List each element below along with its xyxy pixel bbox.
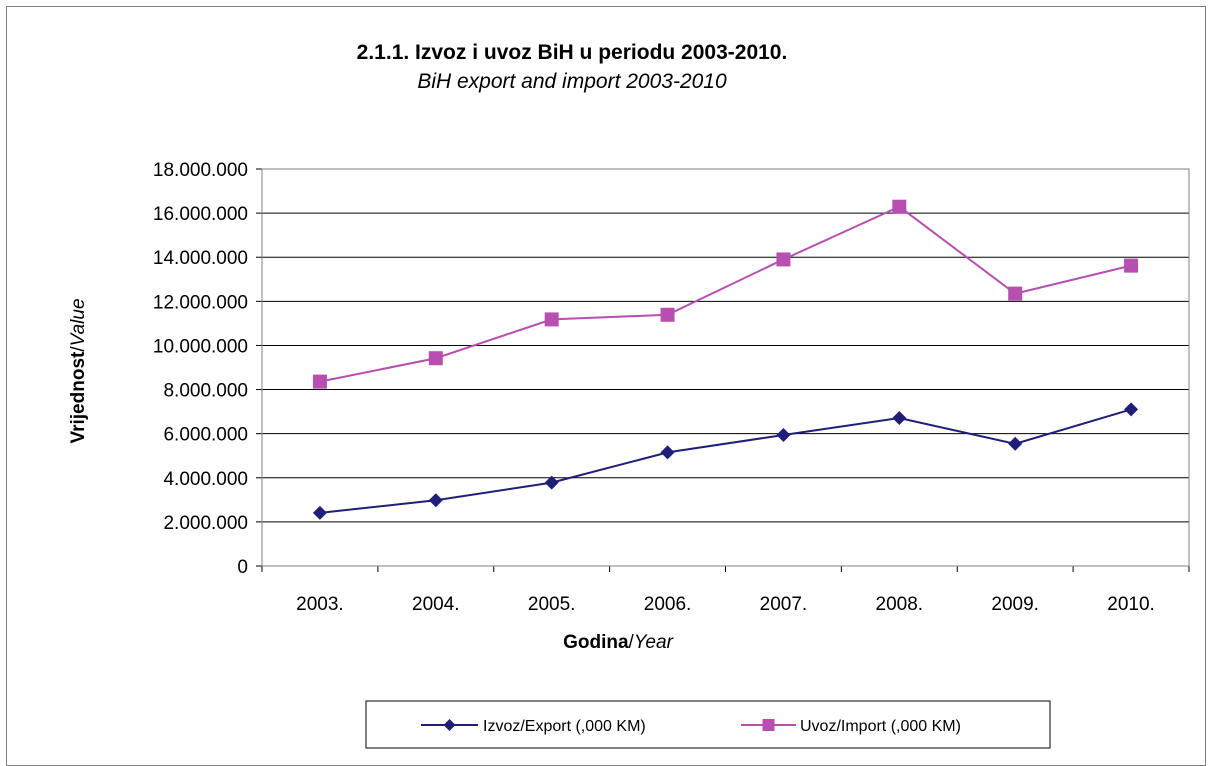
- series-import: [312, 199, 1139, 389]
- legend: Izvoz/Export (,000 KM) Uvoz/Import (,000 …: [365, 700, 1051, 749]
- legend-item: Uvoz/Import (,000 KM): [741, 718, 961, 735]
- data-point: [892, 199, 907, 214]
- data-point: [660, 445, 675, 460]
- y-tick-label: 10.000.000: [153, 336, 248, 357]
- series-export: [312, 402, 1139, 520]
- data-point: [428, 351, 443, 366]
- x-axis-title-sep: /: [629, 632, 635, 653]
- y-axis-title-alt: Value: [68, 298, 89, 346]
- data-point: [776, 252, 791, 267]
- chart-frame: [6, 6, 1206, 766]
- legend-box: [365, 700, 1051, 749]
- data-point: [892, 411, 907, 426]
- x-tick-label: 2009.: [991, 594, 1039, 615]
- x-tick-label: 2010.: [1107, 594, 1155, 615]
- x-axis-title-main: Godina: [563, 632, 629, 653]
- series-line: [319, 408, 1132, 514]
- chart-subtitle: BiH export and import 2003-2010: [417, 70, 727, 93]
- chart-title: 2.1.1. Izvoz i uvoz BiH u periodu 2003-2…: [357, 41, 788, 64]
- x-tick-label: 2004.: [412, 594, 460, 615]
- legend-marker: [762, 719, 775, 731]
- y-tick-label: 8.000.000: [163, 381, 248, 402]
- data-point: [544, 312, 559, 327]
- data-point: [312, 374, 327, 389]
- y-tick-label: 0: [237, 557, 248, 578]
- y-axis-title-main: Vrijednost: [68, 351, 89, 444]
- y-tick-label: 4.000.000: [163, 469, 248, 490]
- x-tick-label: 2005.: [528, 594, 576, 615]
- legend-item: Izvoz/Export (,000 KM): [421, 718, 646, 735]
- y-axis-title: Vrijednost/Value: [68, 298, 89, 443]
- x-tick-label: 2008.: [876, 594, 924, 615]
- legend-label: Izvoz/Export (,000 KM): [483, 718, 646, 735]
- y-tick-label: 14.000.000: [153, 248, 248, 269]
- plot-area: [261, 168, 1190, 567]
- series-layer: [312, 199, 1139, 520]
- data-point: [776, 427, 791, 442]
- legend-marker: [443, 719, 456, 731]
- data-point: [312, 505, 327, 520]
- x-tick-labels: 2003. 2004. 2005. 2006. 2007. 2008. 2009. 2010.: [296, 594, 1155, 615]
- gridlines: [256, 168, 1190, 572]
- data-point: [1124, 402, 1139, 417]
- data-point: [428, 493, 443, 508]
- data-point: [1124, 258, 1139, 273]
- data-point: [1008, 286, 1023, 301]
- y-tick-label: 12.000.000: [153, 292, 248, 313]
- data-point: [544, 475, 559, 490]
- x-axis-title: Godina/Year: [563, 632, 673, 653]
- y-tick-labels: 0 2.000.000 4.000.000 6.000.000 8.000.000 10.…: [153, 160, 248, 578]
- y-tick-label: 6.000.000: [163, 425, 248, 446]
- y-tick-label: 16.000.000: [153, 204, 248, 225]
- y-tick-label: 2.000.000: [163, 513, 248, 534]
- y-axis-title-sep: /: [68, 346, 89, 352]
- data-point: [660, 307, 675, 322]
- y-tick-label: 18.000.000: [153, 160, 248, 181]
- x-axis-title-alt: Year: [634, 632, 674, 653]
- series-line: [319, 205, 1132, 383]
- x-tick-label: 2006.: [644, 594, 692, 615]
- data-point: [1008, 436, 1023, 451]
- x-tick-label: 2003.: [296, 594, 344, 615]
- legend-label: Uvoz/Import (,000 KM): [800, 718, 961, 735]
- x-tick-label: 2007.: [760, 594, 808, 615]
